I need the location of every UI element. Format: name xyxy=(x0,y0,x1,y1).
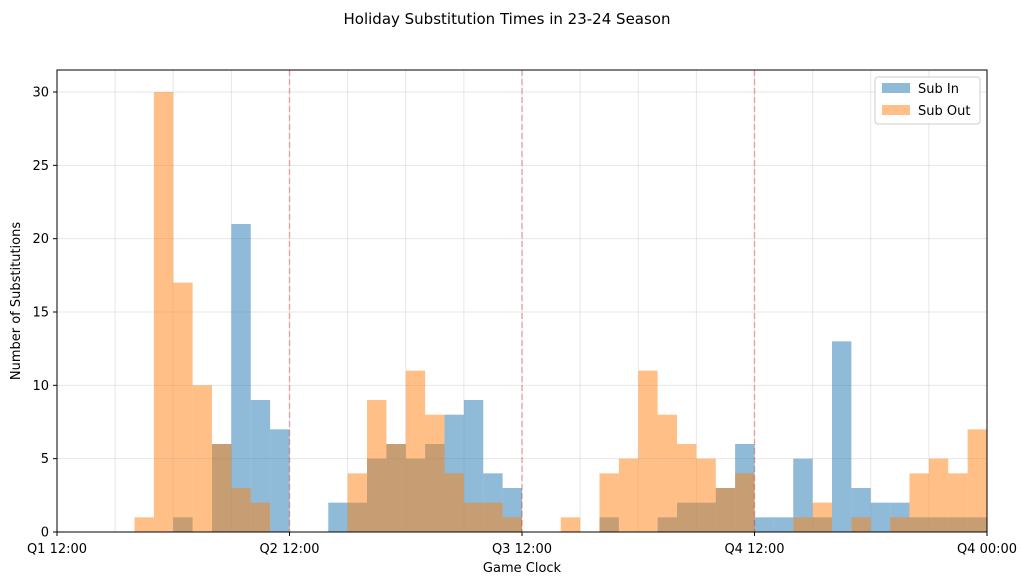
bar-sub-out xyxy=(812,502,832,532)
bar-sub-out xyxy=(677,444,697,532)
bar-sub-in xyxy=(870,502,891,532)
bar-sub-out xyxy=(231,488,251,532)
bar-sub-out xyxy=(386,444,406,532)
bar-sub-in xyxy=(773,517,794,532)
bar-sub-in xyxy=(754,517,774,532)
bar-sub-out xyxy=(851,517,871,532)
bar-sub-out xyxy=(696,458,716,532)
y-tick-label: 30 xyxy=(32,86,49,101)
bar-sub-out xyxy=(657,414,677,532)
chart-title: Holiday Substitution Times in 23-24 Seas… xyxy=(344,10,671,28)
bar-sub-out xyxy=(502,517,522,532)
y-tick-label: 15 xyxy=(32,306,49,321)
y-tick-label: 10 xyxy=(32,379,49,394)
bar-sub-out xyxy=(967,429,987,532)
y-tick-label: 0 xyxy=(41,526,49,541)
x-tick-label: Q1 12:00 xyxy=(27,542,87,557)
bar-sub-out xyxy=(173,282,193,532)
bar-sub-out xyxy=(405,370,426,532)
bar-sub-out xyxy=(890,517,910,532)
bar-sub-in xyxy=(832,341,852,532)
legend: Sub In Sub Out xyxy=(874,76,981,125)
bar-sub-out xyxy=(212,444,232,532)
bar-sub-out xyxy=(909,473,929,532)
bar-sub-out xyxy=(793,517,813,532)
bar-sub-out xyxy=(928,458,949,532)
bar-sub-out xyxy=(618,458,639,532)
y-tick-label: 5 xyxy=(41,452,49,467)
legend-label-sub-in: Sub In xyxy=(918,82,959,97)
bar-sub-in xyxy=(250,400,271,532)
bar-sub-out xyxy=(948,473,968,532)
bar-sub-in xyxy=(463,400,484,532)
bar-sub-out xyxy=(715,488,736,532)
bar-sub-in xyxy=(793,458,813,532)
y-axis-label: Number of Substitutions xyxy=(9,222,24,380)
legend-swatch-sub-out xyxy=(882,105,910,115)
bar-sub-out xyxy=(599,473,619,532)
bar-sub-out xyxy=(134,517,154,532)
x-axis-label: Game Clock xyxy=(483,561,562,576)
bar-sub-out xyxy=(735,473,755,532)
quarter-lines-layer xyxy=(288,70,756,532)
bar-sub-out xyxy=(153,92,174,532)
x-tick-label: Q4 00:00 xyxy=(957,542,1017,557)
y-axis: 0 5 10 15 20 25 30 xyxy=(32,86,57,541)
bar-sub-out xyxy=(444,473,464,532)
bar-sub-out xyxy=(250,502,271,532)
bar-sub-out xyxy=(347,473,367,532)
bar-sub-out xyxy=(463,502,484,532)
bar-sub-out xyxy=(560,517,581,532)
bars-layer xyxy=(134,92,987,532)
x-tick-label: Q3 12:00 xyxy=(492,542,552,557)
y-tick-label: 25 xyxy=(32,159,49,174)
bar-sub-out xyxy=(425,414,445,532)
legend-label-sub-out: Sub Out xyxy=(918,104,970,119)
bar-sub-in xyxy=(328,502,348,532)
y-tick-label: 20 xyxy=(32,232,49,247)
bar-sub-out xyxy=(638,370,658,532)
x-axis: Q1 12:00 Q2 12:00 Q3 12:00 Q4 12:00 Q4 00:00 xyxy=(27,532,1017,557)
bar-sub-out xyxy=(483,502,503,532)
bar-sub-out xyxy=(367,400,387,532)
x-tick-label: Q2 12:00 xyxy=(259,542,319,557)
bar-sub-in xyxy=(231,224,251,532)
x-tick-label: Q4 12:00 xyxy=(724,542,784,557)
bar-sub-in xyxy=(270,429,290,532)
bar-sub-out xyxy=(192,385,212,532)
legend-swatch-sub-in xyxy=(882,83,910,93)
